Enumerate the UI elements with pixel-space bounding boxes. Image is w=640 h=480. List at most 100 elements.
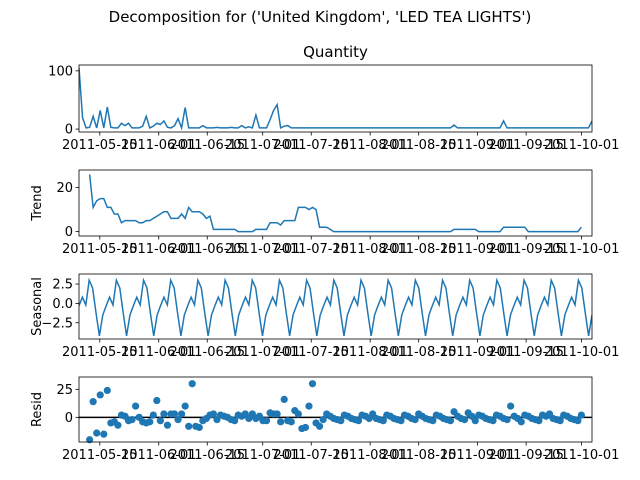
panels-group: 01002011-05-152011-06-012011-06-152011-0… [30,43,619,463]
panel-frame [78,169,593,237]
resid-point [149,411,157,419]
resid-point [489,417,497,425]
x-tick-label: 2011-08-01 [332,138,408,153]
resid-point [308,380,317,388]
x-tick-label: 2011-05-15 [62,448,138,463]
panel-4: 0252011-05-152011-06-012011-06-152011-07… [30,376,620,463]
x-tick-label: 2011-09-01 [440,448,516,463]
y-tick-label: 0 [65,411,73,426]
x-tick-label: 2011-10-01 [544,138,620,153]
y-tick-label: 0 [65,225,73,240]
resid-point [160,410,168,418]
y-axis-label: Seasonal [30,277,45,336]
x-tick-label: 2011-06-15 [169,448,245,463]
resid-point [503,415,511,424]
resid-point [577,411,585,419]
x-tick-label: 2011-08-01 [332,242,408,257]
resid-point [294,410,302,418]
x-tick-label: 2011-06-01 [121,242,197,257]
panel-1: 01002011-05-152011-06-012011-06-152011-0… [48,43,619,153]
x-tick-label: 2011-09-15 [488,242,564,257]
y-tick-label: 0.0 [52,297,73,312]
resid-point [315,422,324,430]
resid-point [287,418,295,426]
resid-point [146,418,154,426]
y-tick-label: 100 [48,64,73,79]
x-tick-label: 2011-09-01 [440,345,516,360]
x-tick-label: 2011-09-01 [440,138,516,153]
x-tick-label: 2011-09-15 [488,138,564,153]
x-tick-label: 2011-10-01 [544,448,620,463]
resid-point [185,422,193,430]
y-tick-label: 0 [65,123,73,138]
y-axis-label: Trend [30,185,45,222]
resid-point [93,429,101,437]
x-tick-label: 2011-08-01 [332,448,408,463]
x-tick-label: 2011-07-15 [273,138,349,153]
panel-2: 0 20 2011-05-152011-06-012011-06-152011-07… [30,169,620,257]
x-tick-label: 2011-05-15 [62,242,138,257]
resid-point [273,410,281,418]
x-tick-label: 2011-06-01 [121,345,197,360]
resid-point [132,402,140,410]
x-tick-label: 2011-09-01 [440,242,516,257]
resid-point [319,415,327,424]
resid-point [100,430,108,438]
series-line [88,174,582,233]
resid-point [231,417,239,425]
y-tick-label: 25 [56,383,73,398]
resid-point [517,418,525,426]
x-tick-label: 2011-10-01 [544,345,620,360]
x-tick-label: 2011-07-01 [225,345,301,360]
x-tick-label: 2011-06-15 [169,242,245,257]
x-tick-label: 2011-07-15 [273,448,349,463]
resid-point [471,417,479,425]
x-tick-label: 2011-09-15 [488,345,564,360]
resid-point [86,436,94,444]
x-tick-label: 2011-10-01 [544,242,620,257]
resid-point [163,421,172,429]
resid-point [181,402,189,410]
panel-3: 2.5 0.0 −2.5 2011-05-152011-06-012011-06-15… [30,273,620,360]
resid-point [301,423,310,432]
x-tick-label: 2011-08-15 [381,345,457,360]
resid-point [535,417,543,425]
resid-point [178,410,186,418]
x-tick-label: 2011-06-01 [121,138,197,153]
series-line [79,277,592,337]
resid-point [89,398,97,406]
resid-point [174,415,182,424]
resid-point [114,421,122,429]
x-tick-label: 2011-06-01 [121,448,197,463]
resid-point [574,417,582,425]
x-tick-label: 2011-08-15 [381,242,457,257]
x-tick-label: 2011-08-01 [332,345,408,360]
resid-point [337,417,345,425]
resid-point [262,417,271,425]
resid-point [188,380,196,388]
y-axis-label: Resid [30,392,45,427]
figure-suptitle: Decomposition for ('United Kingdom', 'LE… [109,8,532,26]
x-tick-label: 2011-08-15 [381,138,457,153]
resid-point [280,395,288,404]
x-tick-label: 2011-07-15 [273,345,349,360]
resid-point [209,410,218,418]
x-tick-label: 2011-06-15 [169,345,245,360]
y-tick-label: 2.5 [52,278,73,293]
y-tick-label: 20 [56,181,73,196]
resid-point [429,417,437,425]
resid-point [507,402,515,410]
x-tick-label: 2011-05-15 [62,138,138,153]
resid-point [156,417,164,425]
resid-point [153,396,161,405]
y-tick-label: −2.5 [41,316,73,331]
x-tick-label: 2011-07-01 [225,242,301,257]
x-tick-label: 2011-07-01 [225,448,301,463]
resid-point [277,418,285,426]
resid-point [128,415,136,424]
resid-point [96,391,104,399]
series-line [79,67,592,131]
resid-point [556,417,564,425]
x-tick-label: 2011-09-15 [488,448,564,463]
